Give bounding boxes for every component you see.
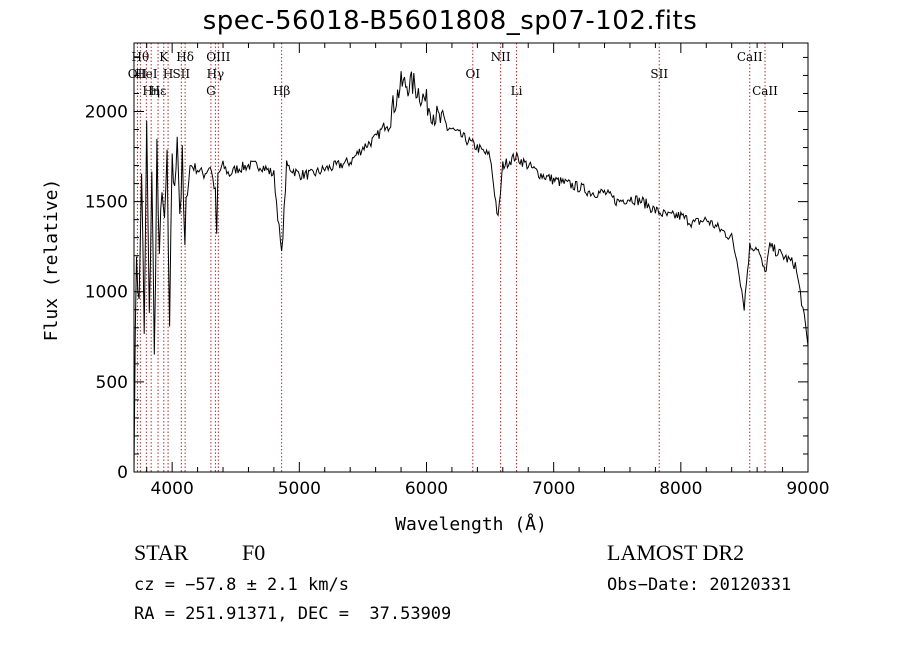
plot-axes: 4000 5000 6000 7000 8000 9000 0 500 1000 1500 2000 bbox=[85, 42, 830, 499]
x-tick-label: 9000 bbox=[786, 479, 829, 499]
x-axis-label: Wavelength (Å) bbox=[395, 513, 547, 535]
x-tick-label: 5000 bbox=[278, 479, 321, 499]
observation-date: Obs−Date: 20120331 bbox=[607, 575, 792, 595]
line-label-nii: NII bbox=[491, 50, 511, 64]
y-axis-label: Flux (relative) bbox=[41, 179, 62, 342]
spectrum-line bbox=[133, 71, 809, 473]
line-label-oiii: OIII bbox=[206, 50, 230, 64]
line-label-oii: OII bbox=[128, 67, 148, 81]
line-label-oi: OI bbox=[465, 67, 480, 81]
plot-frame bbox=[133, 42, 809, 473]
line-label-h: H bbox=[163, 67, 173, 81]
y-tick-label: 1000 bbox=[85, 283, 128, 303]
coordinates: RA = 251.91371, DEC = 37.53909 bbox=[134, 604, 452, 624]
line-label-sii: SII bbox=[172, 67, 190, 81]
line-label-hγ: Hγ bbox=[207, 67, 225, 81]
line-label-caii: CaII bbox=[737, 50, 763, 64]
line-label-hη: Hη bbox=[142, 84, 160, 98]
y-tick-label: 500 bbox=[96, 373, 128, 393]
line-label-hθ: Hθ bbox=[132, 50, 150, 64]
redshift-velocity: cz = −57.8 ± 2.1 km/s bbox=[134, 575, 349, 595]
chart-title: spec-56018-B5601808_sp07-102.fits bbox=[202, 6, 698, 36]
object-class: STAR bbox=[134, 540, 189, 565]
y-tick-label: 2000 bbox=[85, 102, 128, 122]
line-label-hδ: Hδ bbox=[176, 50, 194, 64]
line-label-sii: SII bbox=[650, 67, 668, 81]
x-tick-label: 8000 bbox=[659, 479, 702, 499]
y-tick-label: 1500 bbox=[85, 193, 128, 213]
y-tick-label: 0 bbox=[117, 463, 128, 483]
line-label-k: K bbox=[159, 50, 169, 64]
line-label-caii: CaII bbox=[752, 84, 778, 98]
x-tick-label: 4000 bbox=[151, 479, 194, 499]
line-label-hei: HeI bbox=[135, 67, 158, 81]
object-subclass: F0 bbox=[242, 540, 266, 565]
line-label-hε: Hε bbox=[150, 84, 167, 98]
spectral-line-markers bbox=[136, 43, 766, 472]
x-tick-label: 6000 bbox=[405, 479, 448, 499]
survey-name: LAMOST DR2 bbox=[607, 540, 745, 565]
spectrum-series bbox=[133, 71, 809, 473]
line-label-li: Li bbox=[511, 84, 523, 98]
line-label-hβ: Hβ bbox=[273, 84, 290, 98]
line-label-g: G bbox=[206, 84, 216, 98]
x-tick-label: 7000 bbox=[532, 479, 575, 499]
